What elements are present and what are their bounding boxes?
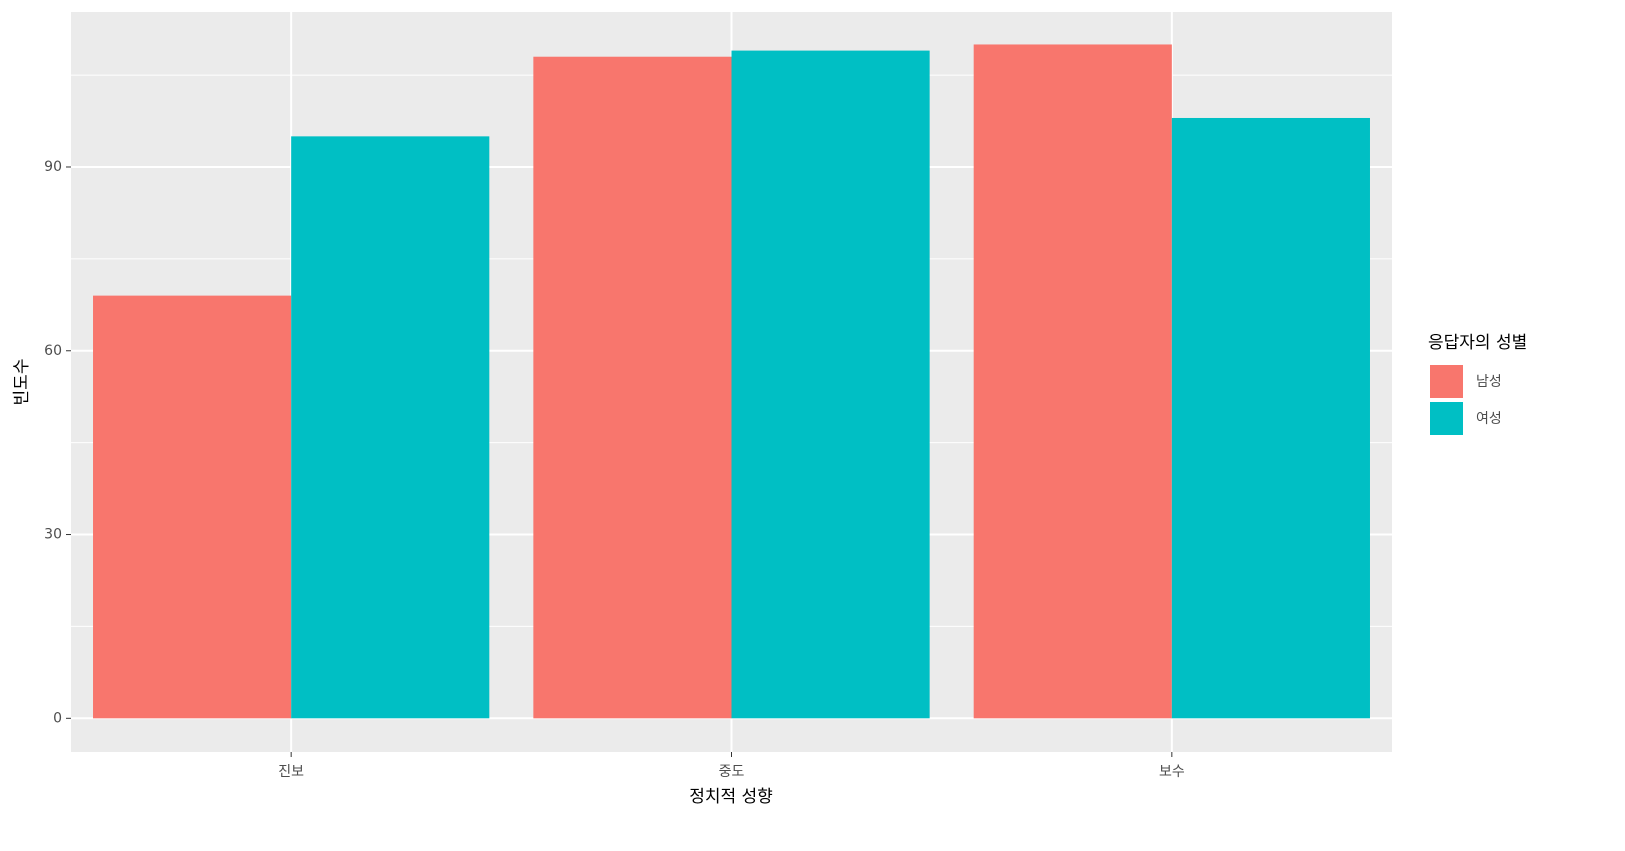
legend-title: 응답자의 성별 xyxy=(1428,333,1527,353)
y-axis-title: 빈도수 xyxy=(12,359,32,406)
y-tick-label: 60 xyxy=(44,343,62,359)
legend-label: 남성 xyxy=(1476,374,1502,390)
bar xyxy=(1171,117,1370,719)
legend-key xyxy=(1430,365,1463,398)
bar xyxy=(533,56,732,719)
x-axis-title: 정치적 성향 xyxy=(689,787,773,807)
y-tick-label: 30 xyxy=(44,527,62,543)
x-tick-label: 보수 xyxy=(1159,764,1185,780)
bar xyxy=(973,44,1172,719)
bar xyxy=(291,136,490,719)
y-tick-label: 0 xyxy=(53,710,62,726)
y-tick-label: 90 xyxy=(44,159,62,175)
bar xyxy=(731,50,930,719)
legend-label: 여성 xyxy=(1476,411,1502,427)
legend-key xyxy=(1430,402,1463,435)
x-tick-label: 중도 xyxy=(719,764,745,780)
x-tick-label: 진보 xyxy=(278,764,304,780)
bar xyxy=(93,295,292,719)
